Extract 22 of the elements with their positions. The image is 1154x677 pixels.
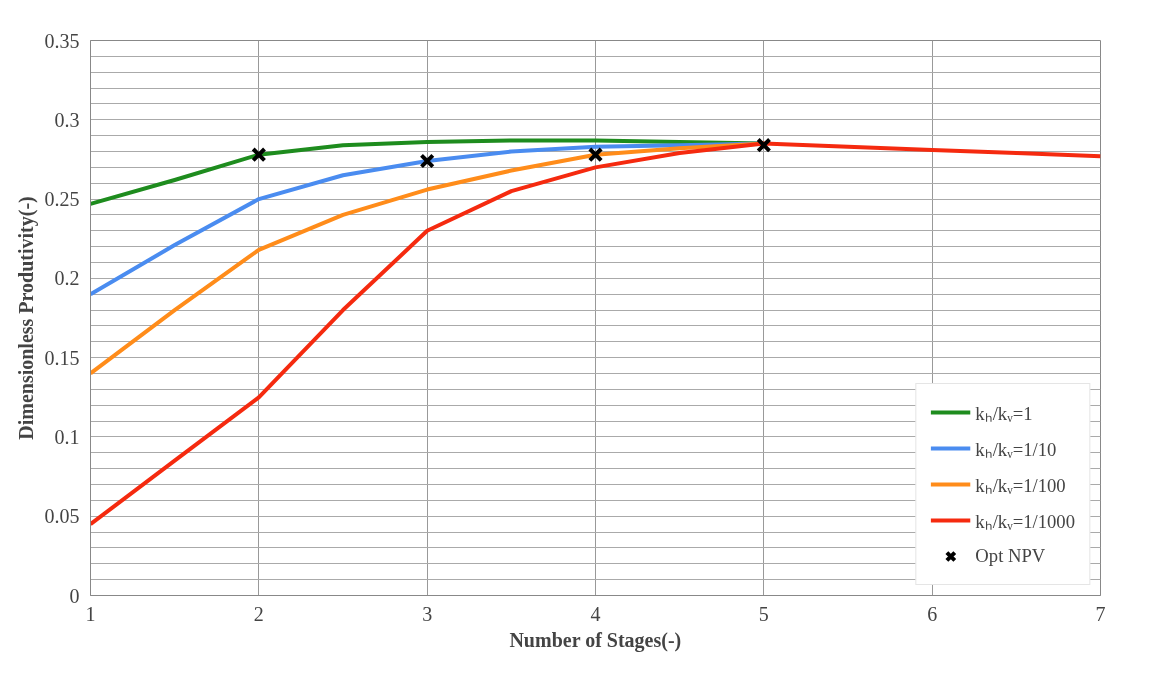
x-tick-label: 3 xyxy=(422,602,433,625)
y-tick-label: 0.25 xyxy=(44,188,80,211)
y-tick-label: 0.2 xyxy=(54,267,80,290)
legend-label: kₕ/kᵥ=1 xyxy=(975,401,1033,425)
y-tick-label: 0.3 xyxy=(54,108,80,131)
y-tick-label: 0.1 xyxy=(54,425,80,448)
x-tick-label: 5 xyxy=(758,602,769,625)
y-axis-title: Dimensionless Produtivity(-) xyxy=(14,196,38,440)
y-tick-label: 0 xyxy=(69,584,80,607)
x-tick-label: 4 xyxy=(590,602,601,625)
x-tick-label: 7 xyxy=(1095,602,1106,625)
legend-label: kₕ/kᵥ=1/100 xyxy=(975,473,1066,497)
legend-label: kₕ/kᵥ=1/10 xyxy=(975,437,1057,461)
x-tick-label: 6 xyxy=(927,602,938,625)
y-tick-label: 0.05 xyxy=(44,505,80,528)
legend-label: Opt NPV xyxy=(975,545,1046,567)
legend-label: kₕ/kᵥ=1/1000 xyxy=(975,509,1075,533)
x-axis-title: Number of Stages(-) xyxy=(509,628,682,652)
x-tick-label: 1 xyxy=(85,602,96,625)
y-tick-label: 0.15 xyxy=(44,346,80,369)
y-tick-label: 0.35 xyxy=(44,29,80,52)
x-tick-label: 2 xyxy=(253,602,264,625)
